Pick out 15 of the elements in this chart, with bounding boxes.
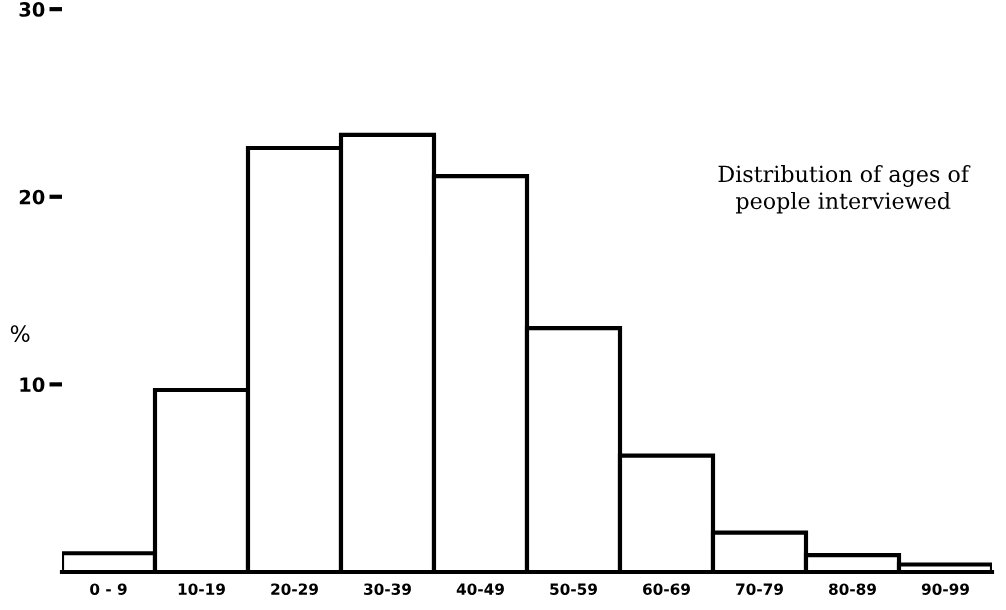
x-tick-label: 90-99	[921, 583, 969, 595]
y-tick-label: 30	[19, 2, 45, 17]
x-tick-label: 80-89	[829, 583, 876, 595]
y-tick-label: 20	[19, 189, 45, 205]
x-tick-label: 10-19	[178, 583, 225, 595]
y-tick-label: 10	[20, 377, 45, 393]
x-tick-label: 0 - 9	[90, 583, 127, 595]
annotation: Distribution of ages of people interviewed	[718, 165, 971, 214]
x-tick-label: 60-69	[643, 583, 690, 595]
y-axis-title: %	[10, 325, 30, 343]
x-tick-label: 20-29	[271, 583, 318, 595]
x-tick-label: 50-59	[550, 583, 597, 595]
x-tick-label: 70-79	[736, 583, 783, 595]
x-tick-label: 30-39	[364, 583, 411, 595]
x-tick-label: 40-49	[456, 583, 504, 595]
